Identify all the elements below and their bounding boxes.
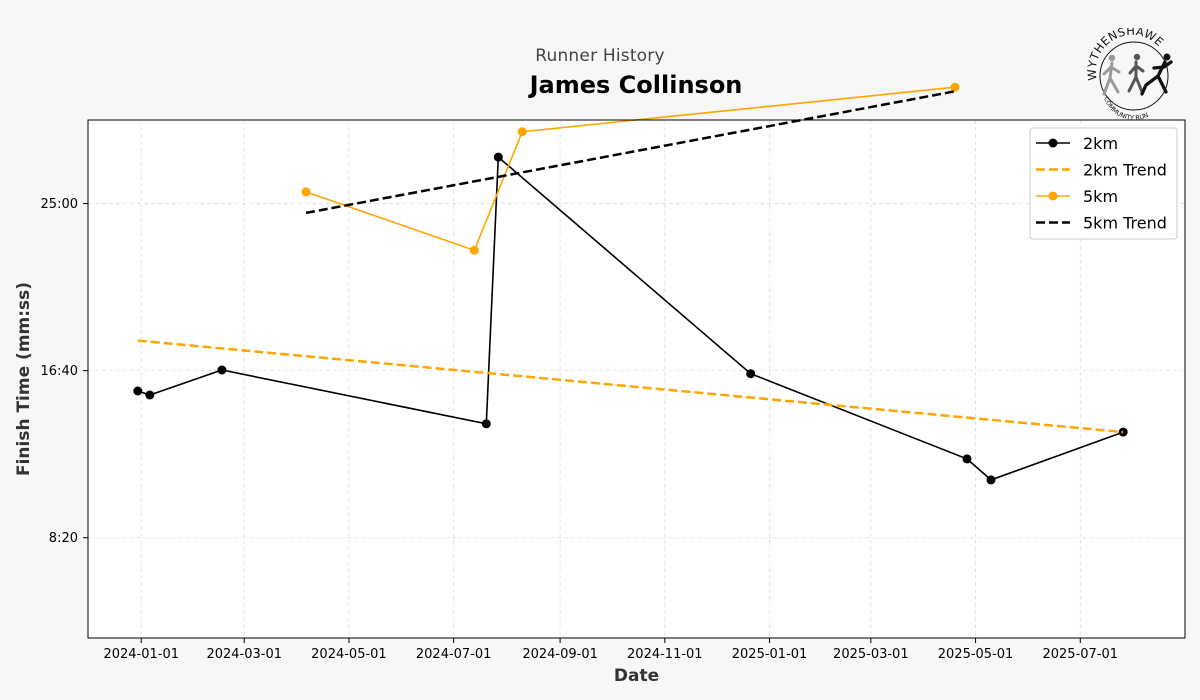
legend-label-5km: 5km	[1083, 187, 1118, 206]
x-tick-label: 2024-09-01	[522, 647, 598, 662]
x-tick-label: 2025-05-01	[938, 647, 1014, 662]
data-point-5km	[517, 127, 527, 137]
x-tick-label: 2024-07-01	[416, 647, 492, 662]
x-tick-label: 2024-03-01	[206, 647, 282, 662]
legend-label-2km-trend: 2km Trend	[1083, 161, 1167, 180]
x-tick-label: 2025-07-01	[1042, 647, 1118, 662]
runner-name-title: James Collinson	[529, 71, 743, 99]
data-point-2km	[493, 152, 503, 162]
x-tick-label: 2024-05-01	[311, 647, 387, 662]
plot-area	[88, 120, 1185, 638]
data-point-5km	[469, 245, 479, 255]
y-tick-label: 25:00	[41, 197, 78, 212]
page-subtitle: Runner History	[535, 46, 665, 66]
plot-frame	[87, 119, 1186, 639]
data-point-2km	[481, 419, 491, 429]
x-tick-label: 2025-03-01	[833, 647, 909, 662]
legend-box	[1029, 127, 1178, 240]
data-point-2km	[133, 386, 143, 396]
data-point-2km	[217, 365, 227, 375]
y-tick-label: 16:40	[41, 364, 78, 379]
x-tick-label: 2024-11-01	[627, 647, 703, 662]
x-tick-label: 2025-01-01	[732, 647, 808, 662]
wythenshawe-logo: WYTHENSHAWE COMMUNITY RUN	[1086, 28, 1173, 120]
data-point-5km	[301, 187, 311, 197]
data-point-2km	[962, 454, 972, 464]
data-point-2km	[145, 390, 155, 400]
data-point-2km	[746, 369, 756, 379]
legend-label-2km: 2km	[1083, 134, 1118, 153]
legend-marker-2km	[1048, 138, 1058, 148]
series-line-2km-trend	[137, 339, 1124, 434]
runner-figures-icon	[1102, 53, 1173, 96]
data-point-5km	[950, 82, 960, 92]
legend-label-5km-trend: 5km Trend	[1083, 214, 1167, 233]
y-axis-label: Finish Time (mm:ss)	[14, 282, 34, 476]
y-tick-label: 8:20	[49, 531, 78, 546]
x-tick-label: 2024-01-01	[103, 647, 179, 662]
series-line-5km	[305, 86, 956, 252]
logo-ring	[1099, 41, 1169, 111]
series-line-5km-trend	[305, 90, 956, 215]
data-point-2km	[986, 475, 996, 485]
x-axis-label: Date	[614, 666, 659, 686]
legend-marker-5km	[1048, 191, 1058, 201]
